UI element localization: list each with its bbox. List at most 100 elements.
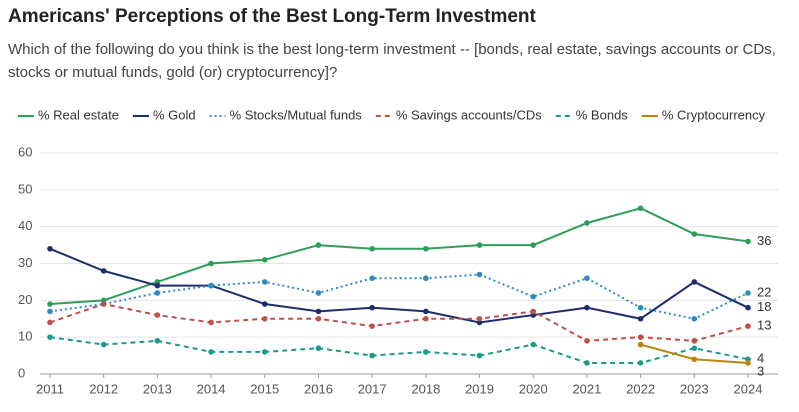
data-point — [369, 352, 375, 359]
end-value-label: 4 — [757, 351, 764, 366]
series-line — [49, 207, 749, 306]
x-tick-label: 2014 — [197, 381, 226, 396]
x-tick-label: 2019 — [465, 381, 494, 396]
data-point — [691, 338, 698, 344]
data-point — [315, 315, 322, 322]
data-point — [745, 360, 751, 366]
chart: % Real estate % Gold % Stocks/Mutual funds… — [18, 107, 778, 396]
data-point — [530, 341, 537, 348]
x-tick-label: 2021 — [572, 381, 601, 396]
data-point — [261, 349, 268, 355]
series-line — [49, 247, 749, 324]
data-point — [47, 319, 53, 326]
data-point — [584, 360, 590, 366]
data-point — [154, 282, 161, 289]
data-point — [47, 308, 53, 315]
end-value-label: 3 — [757, 364, 764, 379]
y-tick-label: 20 — [18, 292, 32, 307]
data-point — [691, 231, 698, 237]
data-point — [261, 257, 268, 263]
data-point — [584, 304, 590, 311]
x-tick-label: 2011 — [36, 381, 64, 396]
y-tick-label: 40 — [18, 218, 32, 233]
data-point — [637, 304, 644, 311]
chart-title: Americans' Perceptions of the Best Long-… — [8, 6, 536, 27]
end-value-label: 13 — [757, 318, 771, 333]
data-point — [315, 290, 322, 296]
data-point — [208, 319, 214, 326]
data-point — [530, 242, 537, 248]
data-point — [423, 275, 429, 282]
series-line — [49, 302, 749, 342]
data-point — [423, 315, 429, 322]
data-point — [476, 315, 483, 322]
data-point — [154, 312, 161, 318]
data-point — [476, 271, 483, 278]
data-point — [530, 308, 537, 315]
end-value-label: 18 — [757, 299, 771, 314]
x-tick-label: 2013 — [143, 381, 172, 396]
data-point — [100, 301, 107, 307]
data-point — [637, 205, 644, 212]
end-value-label: 36 — [757, 233, 771, 248]
data-point — [584, 220, 590, 226]
y-tick-label: 60 — [18, 144, 32, 159]
data-point — [637, 334, 644, 340]
data-point — [47, 245, 53, 252]
data-point — [369, 323, 375, 329]
legend-label: % Stocks/Mutual funds — [230, 107, 363, 122]
data-point — [369, 275, 375, 282]
data-point — [423, 349, 429, 355]
data-point — [530, 293, 537, 300]
data-point — [691, 315, 698, 322]
data-point — [476, 242, 483, 248]
data-point — [100, 341, 107, 348]
data-point — [315, 308, 322, 315]
legend-label: % Savings accounts/CDs — [396, 107, 542, 122]
x-tick-label: 2015 — [250, 381, 279, 396]
x-tick-label: 2017 — [358, 381, 387, 396]
data-point — [369, 245, 375, 252]
data-point — [315, 242, 322, 248]
data-point — [154, 338, 161, 344]
legend-label: % Gold — [153, 107, 196, 122]
x-tick-label: 2023 — [680, 381, 709, 396]
series-line — [49, 336, 749, 364]
x-tick-label: 2018 — [411, 381, 440, 396]
data-point — [476, 352, 483, 359]
data-point — [208, 282, 214, 289]
data-point — [208, 349, 214, 355]
data-point — [691, 279, 698, 285]
data-point — [637, 360, 644, 366]
chart-subtitle: Which of the following do you think is t… — [8, 41, 776, 81]
data-point — [637, 341, 644, 348]
data-point — [745, 290, 751, 296]
x-tick-label: 2024 — [734, 381, 763, 396]
legend-label: % Real estate — [38, 107, 119, 122]
data-point — [691, 356, 698, 363]
legend-label: % Cryptocurrency — [662, 107, 766, 122]
data-point — [369, 304, 375, 311]
series-line — [49, 273, 749, 320]
y-tick-label: 10 — [18, 329, 32, 344]
data-point — [261, 315, 268, 322]
legend-label: % Bonds — [576, 107, 629, 122]
data-point — [47, 301, 53, 307]
data-point — [637, 315, 644, 322]
data-point — [315, 345, 322, 352]
x-tick-label: 2016 — [304, 381, 333, 396]
y-tick-label: 0 — [18, 365, 25, 380]
data-point — [584, 275, 590, 282]
header: Americans' Perceptions of the Best Long-… — [0, 0, 799, 100]
data-point — [261, 301, 268, 307]
data-point — [691, 345, 698, 352]
x-tick-label: 2020 — [519, 381, 548, 396]
data-point — [100, 268, 107, 274]
data-point — [423, 308, 429, 315]
data-point — [154, 290, 161, 296]
y-tick-label: 30 — [18, 255, 32, 270]
end-value-label: 22 — [757, 284, 771, 299]
x-tick-label: 2012 — [89, 381, 118, 396]
data-point — [745, 238, 751, 245]
